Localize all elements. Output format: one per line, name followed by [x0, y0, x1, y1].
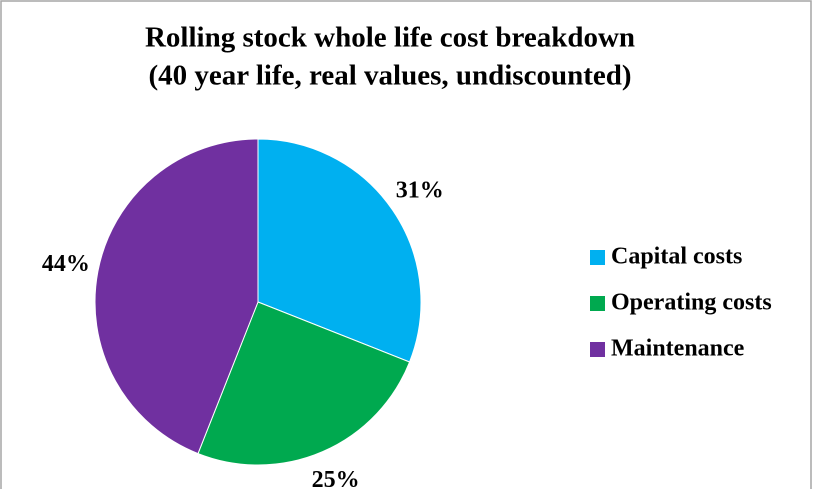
data-label: 44%: [42, 251, 90, 277]
data-label: 25%: [312, 467, 360, 489]
pie-slice: [257, 138, 422, 363]
chart-title: (40 year life, real values, undiscounted…: [148, 60, 631, 92]
chart-title: Rolling stock whole life cost breakdown: [145, 22, 635, 54]
legend-label: Maintenance: [611, 336, 745, 362]
legend-swatch: [590, 342, 605, 357]
data-label: 31%: [396, 178, 444, 204]
legend-swatch: [590, 296, 605, 311]
pie-slice: [94, 138, 259, 455]
pie-slice: [197, 301, 411, 466]
legend-label: Operating costs: [611, 290, 772, 316]
legend-label: Capital costs: [611, 244, 742, 270]
legend-swatch: [590, 250, 605, 265]
